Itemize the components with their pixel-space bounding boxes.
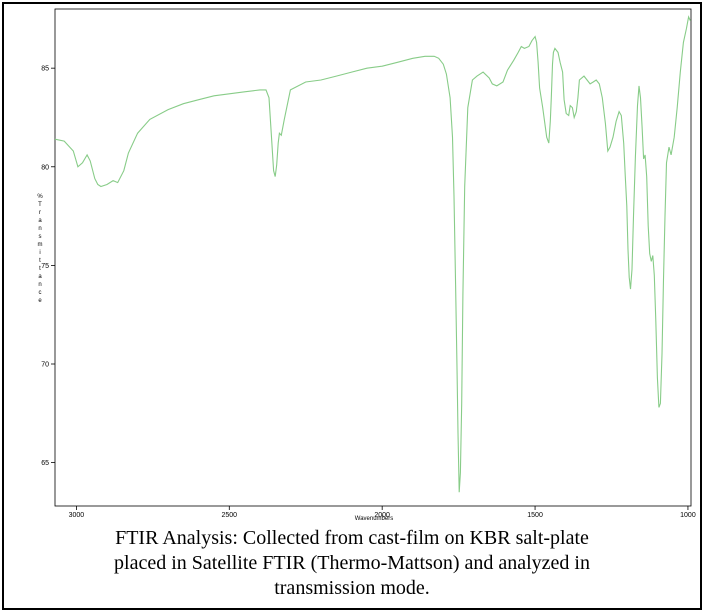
y-axis: 65 70 75 80 85 (41, 66, 55, 467)
plot-area-border (54, 8, 692, 507)
x-axis: 3000 2500 2000 1500 1000 (69, 506, 696, 519)
y-axis-title-char: c (39, 290, 42, 296)
x-tick-label: 1000 (680, 512, 696, 519)
x-tick-label: 2500 (221, 512, 237, 519)
y-tick-label: 80 (41, 164, 49, 171)
x-tick-label: 3000 (69, 512, 85, 519)
y-axis-title-char: n (38, 226, 41, 232)
y-axis-title-char: m (38, 242, 43, 248)
y-tick-label: 75 (41, 263, 49, 270)
caption-line-1: FTIR Analysis: Collected from cast-film … (115, 527, 589, 549)
y-axis-title-char: T (38, 202, 42, 208)
x-axis-title: Wavenumbers (355, 516, 393, 522)
y-axis-title-char: t (39, 258, 41, 264)
x-tick-label: 2000 (374, 512, 390, 519)
y-axis-title-char: % (37, 194, 43, 200)
y-tick-label: 85 (41, 66, 49, 73)
figure-caption: FTIR Analysis: Collected from cast-film … (10, 526, 694, 601)
y-axis-title-char: r (39, 210, 41, 216)
transmittance-series-line (54, 15, 691, 493)
y-axis-title-char: e (38, 298, 42, 304)
y-axis-title-char: s (39, 234, 42, 240)
y-axis-title-char: a (38, 218, 42, 224)
y-tick-label: 65 (41, 460, 49, 467)
y-axis-title-char: n (38, 282, 41, 288)
y-axis-title-char: i (39, 250, 40, 256)
x-tick-label: 1500 (527, 512, 543, 519)
y-axis-title-char: a (38, 274, 42, 280)
y-tick-label: 70 (41, 362, 49, 369)
y-axis-title-char: t (39, 266, 41, 272)
caption-line-2: placed in Satellite FTIR (Thermo-Mattson… (114, 552, 590, 574)
caption-line-3: transmission mode. (274, 577, 430, 599)
